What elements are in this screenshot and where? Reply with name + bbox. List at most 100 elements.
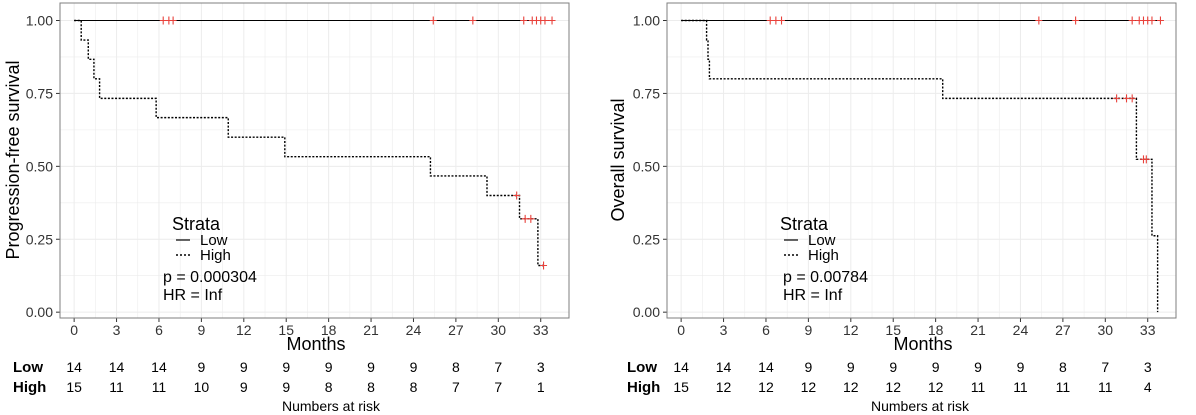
pfs-legend-high-label: High	[200, 247, 231, 264]
os-risk-value-low: 9	[889, 359, 897, 375]
os-risk-value-high: 11	[1056, 379, 1071, 395]
os-x-tick-label: 33	[1140, 322, 1156, 338]
pfs-risk-table: 14 14 14 9 9 9 9 9 9 8 7 3 15 11 11 10 9 9 8 8 8 7 7 1	[66, 359, 544, 395]
os-y-tick-label: 0.75	[633, 85, 660, 101]
pfs-risk-value-high: 11	[152, 379, 167, 395]
os-y-tick-label: 0.50	[633, 158, 660, 174]
pfs-x-axis-title: Months	[286, 334, 345, 354]
pfs-risk-value-high: 9	[240, 379, 248, 395]
pfs-x-tick-label: 21	[363, 322, 379, 338]
pfs-risk-value-high: 8	[325, 379, 333, 395]
os-risk-value-high: 12	[801, 379, 817, 395]
pfs-y-tick-label: 0.50	[26, 158, 53, 174]
os-legend-low-label: Low	[808, 232, 836, 249]
os-x-tick-label: 12	[843, 322, 859, 338]
os-risk-value-high: 12	[928, 379, 944, 395]
os-risk-value-low: 7	[1101, 359, 1109, 375]
pfs-risk-value-low: 3	[537, 359, 545, 375]
os-risk-value-low: 8	[1059, 359, 1067, 375]
pfs-censor-mark-high	[527, 214, 535, 223]
os-legend: Strata Low High	[780, 214, 839, 264]
os-risk-value-low: 3	[1144, 359, 1152, 375]
pfs-legend-title: Strata	[172, 214, 221, 234]
os-x-tick-label: 9	[804, 322, 812, 338]
os-risk-value-high: 12	[716, 379, 732, 395]
os-curve-high	[681, 19, 1159, 313]
os-risk-table-title: Numbers at risk	[871, 398, 970, 414]
pfs-risk-value-high: 7	[452, 379, 460, 395]
pfs-risk-label-low: Low	[13, 359, 43, 376]
pfs-chart: 0 3 6 9 12 15 18 21 24 27 30 330.000.250.500.751.00…	[3, 2, 570, 414]
pfs-x-tick-label: 27	[448, 322, 464, 338]
os-x-tick-label: 3	[720, 322, 728, 338]
pfs-panel-border	[59, 2, 570, 319]
pfs-x-tick-label: 6	[155, 322, 163, 338]
pfs-x-tick-label: 33	[533, 322, 549, 338]
os-censor-mark-low	[1156, 16, 1164, 25]
os-risk-value-high: 11	[1098, 379, 1113, 395]
pfs-risk-value-low: 9	[325, 359, 333, 375]
os-y-tick-label: 1.00	[633, 13, 660, 29]
os-x-axis-title: Months	[893, 334, 952, 354]
pfs-y-axis-title: Progression-free survival	[3, 60, 23, 259]
os-hazard-ratio: HR = Inf	[783, 287, 843, 304]
os-risk-label-low: Low	[627, 359, 657, 376]
pfs-risk-value-high: 1	[537, 379, 545, 395]
os-risk-value-low: 14	[758, 359, 774, 375]
pfs-censor-mark-high	[540, 261, 548, 270]
pfs-panel-bg	[60, 3, 569, 318]
os-censor-mark-low	[1148, 16, 1156, 25]
os-censor-mark-low	[1128, 16, 1136, 25]
os-legend-high-label: High	[808, 247, 839, 264]
os-x-tick-label: 15	[885, 322, 901, 338]
pfs-x-tick-label: 12	[236, 322, 252, 338]
os-risk-value-high: 15	[673, 379, 689, 395]
os-risk-value-high: 12	[843, 379, 859, 395]
os-censor-mark-low	[1035, 16, 1043, 25]
os-x-tick-label: 24	[1013, 322, 1029, 338]
pfs-x-tick-label: 3	[113, 322, 121, 338]
pfs-censor-mark-low	[520, 16, 528, 25]
pfs-x-tick-label: 24	[406, 322, 422, 338]
pfs-y-tick-label: 1.00	[26, 13, 53, 29]
os-risk-value-high: 12	[885, 379, 901, 395]
os-risk-value-low: 14	[673, 359, 689, 375]
pfs-p-value: p = 0.000304	[163, 269, 257, 286]
pfs-plot-area: 0 3 6 9 12 15 18 21 24 27 30 33 0.00 0.25 0.50 0.75 1.00	[26, 2, 570, 338]
pfs-risk-value-low: 9	[282, 359, 290, 375]
pfs-legend-low-label: Low	[200, 232, 228, 249]
pfs-risk-label-high: High	[13, 379, 46, 396]
pfs-risk-value-low: 14	[109, 359, 125, 375]
pfs-censor-mark-high	[513, 191, 521, 200]
pfs-risk-value-high: 10	[194, 379, 210, 395]
pfs-risk-value-low: 9	[240, 359, 248, 375]
os-panel-bg	[667, 3, 1176, 318]
pfs-risk-value-low: 8	[452, 359, 460, 375]
pfs-risk-value-high: 9	[282, 379, 290, 395]
os-risk-value-low: 9	[974, 359, 982, 375]
pfs-risk-value-high: 7	[494, 379, 502, 395]
pfs-censor-mark-low	[548, 16, 556, 25]
pfs-x-tick-label: 9	[197, 322, 205, 338]
pfs-y-tick-label: 0.00	[26, 304, 53, 320]
os-x-tick-label: 18	[928, 322, 944, 338]
os-risk-value-high: 4	[1144, 379, 1152, 395]
pfs-censor-mark-low	[541, 16, 549, 25]
pfs-y-tick-label: 0.75	[26, 85, 53, 101]
pfs-risk-value-low: 9	[410, 359, 418, 375]
pfs-x-tick-label: 15	[278, 322, 294, 338]
os-censor-mark-low	[778, 16, 786, 25]
pfs-risk-value-low: 9	[367, 359, 375, 375]
os-risk-value-low: 9	[847, 359, 855, 375]
os-risk-value-high: 11	[971, 379, 986, 395]
pfs-risk-value-low: 7	[494, 359, 502, 375]
pfs-risk-value-low: 14	[66, 359, 82, 375]
os-risk-value-low: 14	[716, 359, 732, 375]
os-risk-value-low: 9	[1017, 359, 1025, 375]
os-risk-value-low: 9	[932, 359, 940, 375]
pfs-y-tick-label: 0.25	[26, 231, 53, 247]
os-legend-title: Strata	[780, 214, 829, 234]
os-censor-mark-high	[1113, 94, 1121, 103]
os-p-value: p = 0.00784	[783, 269, 868, 286]
pfs-x-tick-label: 30	[491, 322, 507, 338]
